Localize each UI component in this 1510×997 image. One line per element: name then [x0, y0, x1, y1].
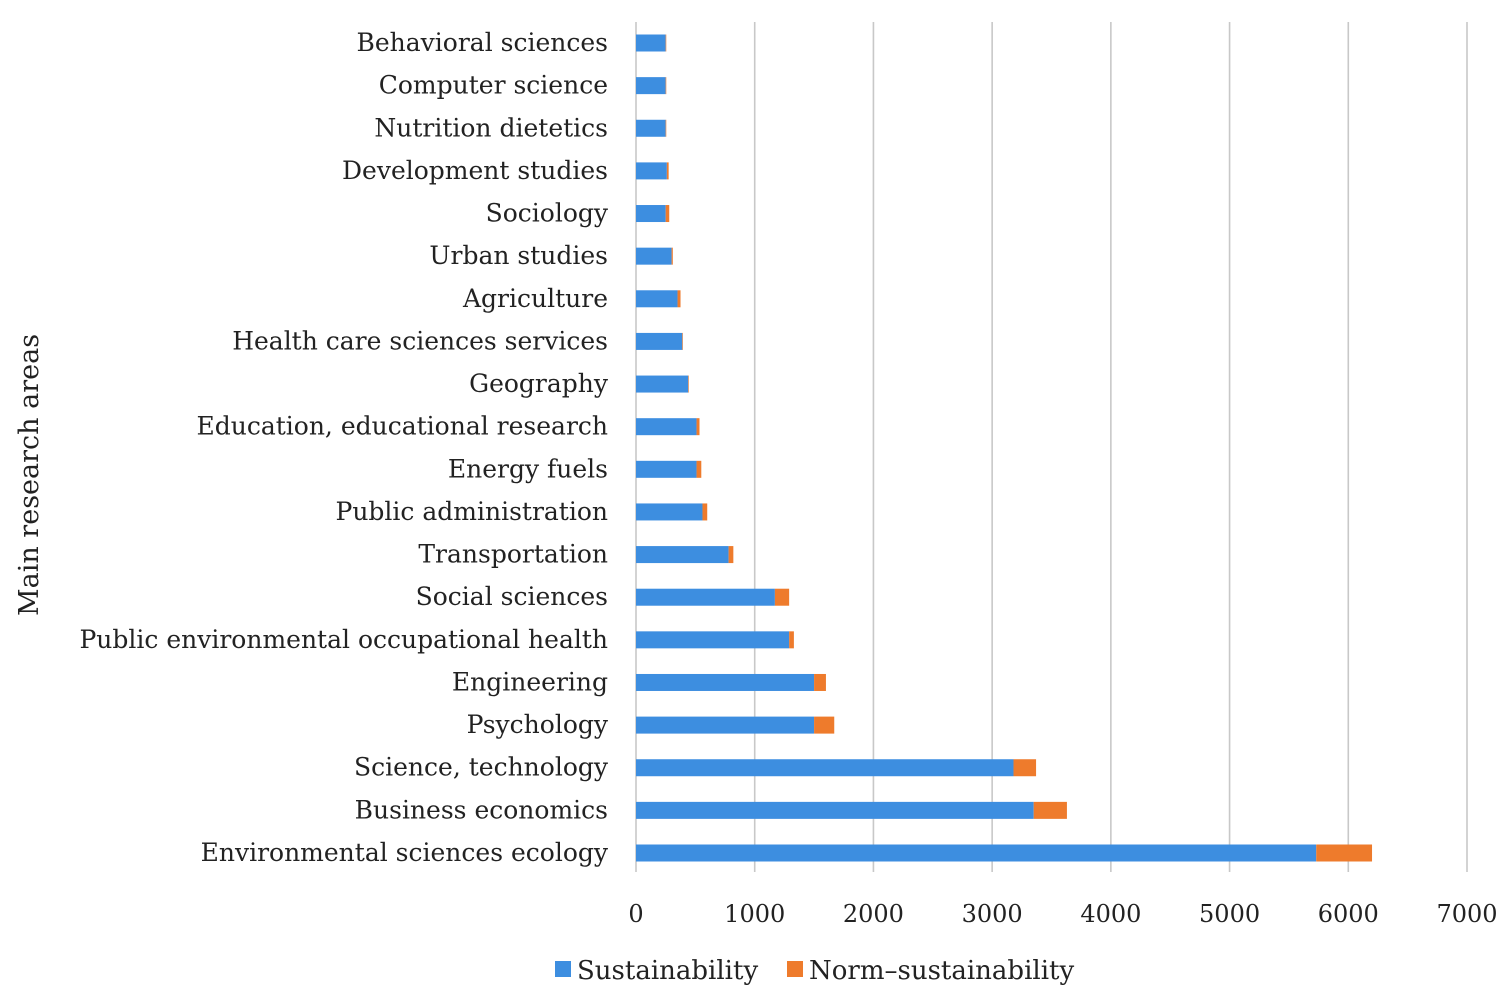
category-label: Engineering [452, 667, 608, 696]
bar-sustainability [636, 503, 703, 521]
x-tick-labels: 0 1000 2000 3000 4000 5000 6000 7000 [628, 900, 1497, 928]
bar-norm-sustainability [677, 290, 681, 308]
bar-sustainability [636, 375, 689, 393]
x-tick-label: 0 [628, 900, 643, 928]
x-tick-label: 3000 [962, 900, 1023, 928]
bar-norm-sustainability [774, 588, 790, 606]
category-label: Social sciences [416, 582, 608, 611]
bar-sustainability [636, 34, 666, 52]
legend-label-norm-sustainability: Norm–sustainability [809, 956, 1074, 986]
legend-label-sustainability: Sustainability [577, 956, 758, 986]
category-label: Health care sciences services [232, 326, 608, 355]
bar-norm-sustainability [665, 119, 667, 137]
x-tick-label: 7000 [1436, 900, 1497, 928]
bar-sustainability [636, 546, 729, 564]
bar-sustainability [636, 119, 666, 137]
x-tick-label: 4000 [1080, 900, 1141, 928]
legend: Sustainability Norm–sustainability [555, 956, 1074, 986]
bar-norm-sustainability [814, 716, 835, 734]
category-label: Energy fuels [448, 454, 608, 483]
bar-norm-sustainability [665, 205, 670, 223]
category-label: Transportation [418, 540, 608, 569]
legend-swatch-norm-sustainability [787, 961, 803, 977]
bar-norm-sustainability [671, 247, 673, 265]
bar-norm-sustainability [665, 77, 667, 95]
bar-norm-sustainability [1013, 759, 1037, 777]
category-label: Geography [469, 369, 609, 398]
bar-norm-sustainability [696, 460, 702, 478]
bar-norm-sustainability [702, 503, 708, 521]
y-axis-title: Main research areas [14, 334, 45, 616]
category-label: Business economics [355, 795, 608, 824]
bar-sustainability [636, 716, 815, 734]
category-label: Science, technology [354, 753, 609, 782]
bar-norm-sustainability [814, 673, 826, 691]
category-label: Public environmental occupational health [79, 625, 608, 654]
category-label: Environmental sciences ecology [201, 838, 609, 867]
bar-norm-sustainability [682, 332, 683, 350]
legend-swatch-sustainability [555, 961, 571, 977]
category-label: Education, educational research [196, 412, 608, 441]
bar-sustainability [636, 588, 775, 606]
category-label: Development studies [342, 156, 608, 185]
x-tick-label: 6000 [1318, 900, 1379, 928]
bar-sustainability [636, 290, 678, 308]
gridlines [635, 22, 1468, 872]
x-tick-label: 2000 [843, 900, 904, 928]
bar-sustainability [636, 77, 666, 95]
bar-norm-sustainability [696, 418, 700, 436]
category-label: Public administration [336, 497, 609, 526]
bar-sustainability [636, 801, 1034, 819]
bar-sustainability [636, 162, 667, 180]
category-label: Psychology [467, 710, 609, 739]
bar-sustainability [636, 759, 1014, 777]
category-label: Urban studies [429, 241, 608, 270]
x-tick-label: 1000 [724, 900, 785, 928]
category-label: Nutrition dietetics [374, 113, 608, 142]
category-label: Agriculture [462, 284, 608, 313]
bar-sustainability [636, 205, 666, 223]
bars [636, 34, 1373, 862]
bar-norm-sustainability [728, 546, 734, 564]
bar-norm-sustainability [665, 34, 667, 52]
bar-norm-sustainability [789, 631, 794, 649]
bar-sustainability [636, 332, 683, 350]
bar-sustainability [636, 418, 697, 436]
bar-sustainability [636, 673, 815, 691]
x-tick-label: 5000 [1199, 900, 1260, 928]
category-label: Computer science [379, 71, 608, 100]
bar-sustainability [636, 247, 672, 265]
category-label: Behavioral sciences [357, 28, 609, 57]
bar-norm-sustainability [688, 375, 689, 393]
bar-norm-sustainability [1033, 801, 1067, 819]
category-labels: Behavioral sciences Computer science Nutri… [79, 28, 608, 867]
bar-sustainability [636, 844, 1317, 862]
category-label: Sociology [486, 199, 609, 228]
bar-sustainability [636, 631, 790, 649]
bar-sustainability [636, 460, 697, 478]
bar-norm-sustainability [666, 162, 669, 180]
bar-norm-sustainability [1316, 844, 1373, 862]
